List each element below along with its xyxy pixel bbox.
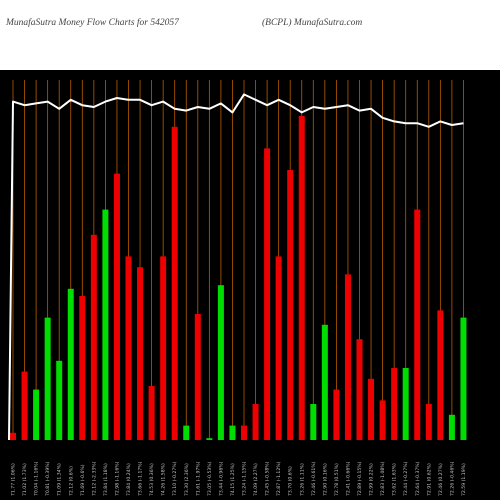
x-tick-label: 73.70 (0.6%) bbox=[288, 466, 294, 496]
bar-up-40 bbox=[460, 317, 467, 440]
x-tick-label: 74.09 (2.27%) bbox=[253, 463, 259, 496]
bar-up-27 bbox=[310, 404, 317, 440]
bar-up-39 bbox=[448, 414, 455, 440]
x-tick-label: 72.99 (0.22%) bbox=[369, 463, 375, 496]
x-tick-label: 72.41 (-0.66%) bbox=[345, 461, 351, 496]
bar-down-24 bbox=[275, 256, 282, 440]
bar-down-29 bbox=[333, 389, 340, 440]
x-tick-label: 74.26 (1.58%) bbox=[161, 463, 167, 496]
bar-down-26 bbox=[298, 116, 305, 440]
x-tick-label: 73.44 (-0.96%) bbox=[218, 461, 224, 496]
x-tick-label: 73.30 (2.36%) bbox=[184, 463, 190, 496]
bar-down-31 bbox=[356, 339, 363, 440]
x-axis-labels: 71.77 (1.06%) 71.02 (1.73%) 70.04 (-1.16%)… bbox=[11, 461, 467, 496]
bar-down-17 bbox=[194, 314, 201, 440]
bar-down-13 bbox=[148, 386, 155, 440]
x-tick-label: 72.98 (-1.16%) bbox=[114, 461, 120, 496]
bar-up-4 bbox=[44, 317, 51, 440]
x-tick-label: 73.66 (-1.17%) bbox=[138, 461, 144, 496]
x-tick-label: 71.09 (1.34%) bbox=[57, 463, 63, 496]
bar-down-30 bbox=[344, 274, 351, 440]
bar-up-6 bbox=[67, 288, 74, 440]
bar-down-37 bbox=[425, 404, 432, 440]
bar-down-34 bbox=[391, 368, 398, 440]
bar-down-8 bbox=[90, 234, 97, 440]
x-tick-label: 72.89 (-0.15%) bbox=[357, 461, 363, 496]
bar-down-11 bbox=[125, 256, 132, 440]
bar-down-15 bbox=[171, 126, 178, 441]
bar-down-23 bbox=[264, 148, 271, 440]
bar-down-10 bbox=[113, 173, 120, 440]
x-tick-label: 74.15 (1.25%) bbox=[230, 463, 236, 496]
x-tick-label: 71.77 (1.06%) bbox=[11, 463, 17, 496]
x-tick-label: 72.64 (-0.37%) bbox=[415, 461, 421, 496]
bar-down-7 bbox=[79, 296, 86, 440]
bar-down-36 bbox=[414, 209, 421, 440]
x-tick-label: 72.87 (-1.12%) bbox=[276, 461, 282, 496]
x-tick-label: 73.24 (-1.15%) bbox=[242, 461, 248, 496]
bar-down-25 bbox=[287, 170, 294, 440]
x-tick-label: 72.26 (-0.46%) bbox=[449, 461, 455, 496]
bar-up-16 bbox=[183, 425, 190, 440]
x-tick-label: 72.46 (-0.61%) bbox=[311, 461, 317, 496]
price-line bbox=[8, 93, 464, 441]
x-tick-label: 73.84 (1.18%) bbox=[103, 463, 109, 496]
bar-up-3 bbox=[33, 389, 40, 440]
x-tick-label: 71.69 (-0.6%) bbox=[80, 464, 86, 496]
x-tick-label: 72.45 (-0.58%) bbox=[265, 461, 271, 496]
bar-down-14 bbox=[160, 256, 167, 440]
chart-subtitle: (BCPL) MunafaSutra.com bbox=[262, 18, 363, 28]
x-tick-label: 73.05 (-0.53%) bbox=[207, 461, 213, 496]
bar-up-28 bbox=[321, 324, 328, 440]
bar-down-32 bbox=[368, 378, 375, 440]
bar-down-12 bbox=[137, 267, 144, 440]
bar-down-21 bbox=[241, 425, 247, 440]
chart-title: MunafaSutra Money Flow Charts for 542057 bbox=[6, 18, 179, 28]
x-tick-label: 70.04 (-1.16%) bbox=[34, 461, 40, 496]
x-tick-label: 70.81 (-0.39%) bbox=[45, 461, 51, 496]
bar-up-20 bbox=[229, 425, 236, 440]
bar-up-35 bbox=[402, 368, 409, 440]
x-tick-label: 74.53 (0.36%) bbox=[149, 463, 155, 496]
x-tick-label: 73.26 (1.11%) bbox=[299, 463, 305, 496]
bar-down-33 bbox=[379, 400, 386, 440]
x-tick-label: 73.84 (0.24%) bbox=[126, 463, 132, 496]
bar-group bbox=[10, 116, 467, 441]
x-tick-label: 71.02 (1.73%) bbox=[22, 463, 28, 496]
x-tick-label: 72.46 (0.27%) bbox=[438, 463, 444, 496]
price-line-group bbox=[8, 93, 464, 441]
bar-up-9 bbox=[102, 209, 109, 440]
x-tick-label: 72.44 (-0.27%) bbox=[403, 461, 409, 496]
x-tick-label: 72.12 (0.6%) bbox=[68, 466, 74, 496]
bar-up-19 bbox=[217, 285, 224, 440]
bar-down-22 bbox=[252, 404, 259, 440]
bar-down-38 bbox=[437, 310, 444, 440]
x-tick-label: 72.90 (0.16%) bbox=[322, 463, 328, 496]
bar-up-5 bbox=[56, 360, 63, 440]
x-tick-label: 72.78 (0.51%) bbox=[334, 463, 340, 496]
chart-header: MunafaSutra Money Flow Charts for 542057… bbox=[0, 0, 500, 70]
bar-down-2 bbox=[21, 371, 28, 440]
x-tick-label: 72.91 (0.62%) bbox=[426, 463, 432, 496]
x-tick-label: 73.10 (-0.27%) bbox=[172, 461, 178, 496]
x-tick-label: 73.62 (1.63%) bbox=[392, 463, 398, 496]
x-tick-label: 72.12 (-2.33%) bbox=[91, 461, 97, 496]
x-tick-label: 72.59 (1.19%) bbox=[461, 463, 467, 496]
x-tick-label: 71.61 (-1.97%) bbox=[195, 461, 201, 496]
bar-up-18 bbox=[206, 438, 213, 440]
bar-down-1 bbox=[10, 432, 16, 440]
x-tick-label: 72.83 (-1.08%) bbox=[380, 461, 386, 496]
